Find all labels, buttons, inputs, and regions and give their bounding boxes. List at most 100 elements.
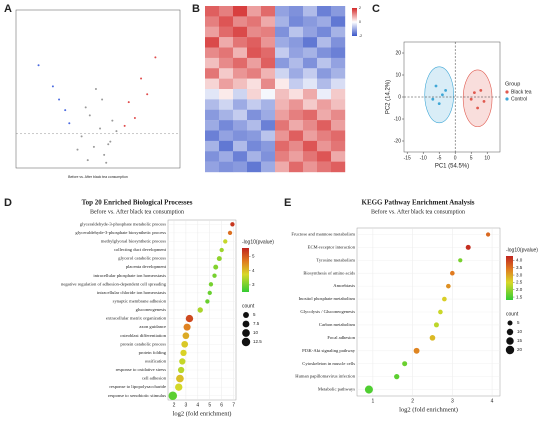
group-ellipse bbox=[424, 66, 454, 124]
heatmap-cell bbox=[205, 89, 220, 100]
heatmap-cell bbox=[289, 16, 304, 27]
heatmap-cell bbox=[261, 89, 276, 100]
heatmap-cell bbox=[331, 26, 346, 38]
enrichment-dot bbox=[208, 282, 214, 287]
heatmap-cell bbox=[219, 78, 234, 90]
size-legend-title: count bbox=[242, 303, 255, 309]
category-label: Metabolic pathways bbox=[318, 387, 355, 392]
x-tick-label: 7 bbox=[232, 402, 235, 408]
enrichment-dot bbox=[446, 283, 451, 289]
heatmap-cell bbox=[303, 161, 318, 173]
pca-point bbox=[437, 102, 441, 105]
heatmap-cell bbox=[233, 130, 248, 142]
color-bar bbox=[242, 248, 249, 292]
enrichment-dot bbox=[413, 347, 420, 354]
heatmap-cell bbox=[317, 109, 332, 121]
heatmap-cell bbox=[219, 68, 234, 79]
heatmap-cell bbox=[317, 47, 332, 59]
heatmap-cell bbox=[331, 130, 346, 142]
volcano-point bbox=[109, 140, 112, 143]
heatmap-cell bbox=[205, 130, 220, 142]
heatmap-cell bbox=[303, 37, 318, 48]
volcano-point bbox=[105, 161, 108, 164]
enrichment-dot bbox=[168, 391, 178, 400]
heatmap-cell bbox=[233, 109, 248, 121]
heatmap-cell bbox=[219, 140, 234, 152]
heatmap-cell bbox=[247, 130, 262, 142]
chart-subtitle: Before vs. After black tea consumption bbox=[371, 208, 465, 215]
enrichment-dot bbox=[182, 332, 190, 340]
heatmap-cell bbox=[205, 26, 220, 38]
heatmap-cell bbox=[233, 26, 248, 38]
x-tick-label: 5 bbox=[208, 402, 211, 408]
heatmap-cell bbox=[275, 68, 290, 79]
heatmap-cell bbox=[219, 89, 234, 100]
heatmap-cell bbox=[233, 68, 248, 79]
volcano-point bbox=[146, 93, 149, 96]
heatmap-cell bbox=[303, 151, 318, 162]
category-label: osteoblast differentiation bbox=[120, 333, 166, 338]
heatmap-cell bbox=[261, 47, 276, 59]
x-tick-label: 10 bbox=[484, 155, 490, 161]
heatmap-cell bbox=[317, 120, 332, 131]
heatmap-cell bbox=[261, 151, 276, 162]
heatmap-cell bbox=[219, 109, 234, 121]
heatmap-cell bbox=[317, 68, 332, 79]
size-legend-dot bbox=[507, 320, 513, 326]
heatmap-cell bbox=[317, 6, 332, 17]
pca-point bbox=[444, 89, 447, 92]
size-legend-dot bbox=[242, 329, 250, 337]
heatmap-cell bbox=[289, 130, 304, 142]
category-label: extracellular matrix organization bbox=[106, 316, 167, 321]
heatmap-cell bbox=[219, 120, 234, 131]
volcano-point bbox=[92, 145, 95, 148]
volcano-point bbox=[88, 114, 91, 117]
size-legend-dot bbox=[506, 328, 514, 336]
heatmap-cell bbox=[219, 26, 234, 38]
color-tick-label: 4 bbox=[252, 268, 255, 273]
category-label: glyceraldehyde-3-phosphate biosynthetic … bbox=[75, 230, 166, 235]
heatmap-cell bbox=[219, 57, 234, 69]
heatmap-cell bbox=[289, 47, 304, 59]
heatmap-cell bbox=[247, 89, 262, 100]
enrichment-dot bbox=[207, 290, 212, 296]
heatmap-cell bbox=[275, 47, 290, 59]
heatmap-cell bbox=[233, 151, 248, 162]
category-label: Amoebiasis bbox=[333, 283, 355, 288]
heatmap-cell bbox=[205, 47, 220, 59]
heatmap-cell bbox=[303, 78, 318, 90]
volcano-point bbox=[101, 98, 104, 101]
heatmap-cell bbox=[303, 47, 318, 59]
pca-point bbox=[476, 106, 479, 110]
volcano-point bbox=[107, 143, 110, 146]
size-tick-label: 12.5 bbox=[253, 339, 262, 344]
category-label: protein folding bbox=[139, 350, 167, 355]
heatmap-cell bbox=[261, 120, 276, 131]
enrichment-dot bbox=[223, 239, 228, 244]
heatmap-cell bbox=[261, 78, 276, 90]
heatmap-cell bbox=[275, 151, 290, 162]
heatmap-cell bbox=[261, 57, 276, 69]
heatmap-cell bbox=[303, 140, 318, 152]
heatmap-cell bbox=[303, 89, 318, 100]
heatmap-cell bbox=[205, 6, 220, 17]
size-legend-title: count bbox=[506, 311, 519, 317]
category-label: Glycolysis / Gluconeogenesis bbox=[300, 309, 355, 314]
heatmap-cell bbox=[289, 37, 304, 48]
enrichment-dot bbox=[227, 230, 233, 236]
x-tick-label: 5 bbox=[470, 155, 473, 161]
heatmap-cell bbox=[233, 57, 248, 69]
panel-label: A bbox=[4, 3, 12, 15]
volcano-point bbox=[76, 148, 79, 151]
volcano-point bbox=[68, 122, 71, 125]
volcano-point bbox=[103, 153, 106, 156]
heatmap-cell bbox=[233, 161, 248, 173]
color-tick-label: 2.0 bbox=[516, 287, 523, 292]
heatmap-cell bbox=[247, 120, 262, 131]
y-tick-label: -20 bbox=[394, 138, 401, 144]
panel-label: B bbox=[192, 3, 200, 15]
enrichment-dot bbox=[402, 361, 408, 367]
heatmap-cell bbox=[219, 47, 234, 59]
